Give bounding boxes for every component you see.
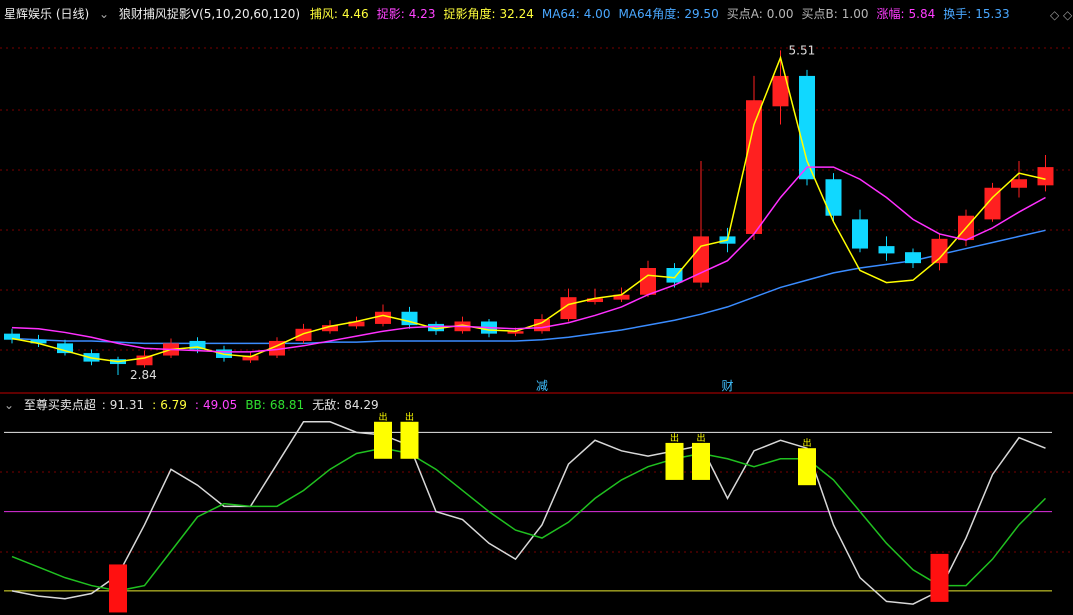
line-series (11, 447, 1047, 592)
candle-body (587, 298, 603, 303)
line-series (11, 229, 1046, 345)
candle-body (30, 339, 47, 344)
candle-body (984, 187, 1001, 220)
candle-body (4, 333, 20, 340)
item-label: 买点B: (801, 7, 838, 21)
item-label: : (101, 398, 106, 412)
box-label: 出 (378, 411, 387, 423)
line-series (11, 55, 1046, 363)
candle-body (746, 100, 762, 234)
item-label: 捕风: (309, 7, 338, 21)
header-bar: 星辉娱乐 (日线) ⌄ 狼财捕风捉影V(5,10,20,60,120) 捕风: 4… (4, 5, 1024, 22)
candle-body (560, 297, 577, 320)
item-value: 0.00 (766, 7, 794, 21)
item-value: 29.50 (684, 7, 719, 21)
item-value: 15.33 (975, 7, 1010, 21)
item-label: 捉影: (376, 7, 405, 21)
item-value: 32.24 (499, 7, 534, 21)
box-label: 出 (802, 437, 811, 449)
candle-body (825, 179, 842, 216)
candle-body (136, 355, 153, 366)
candle-body (57, 343, 73, 354)
item-value: 4.23 (408, 7, 436, 21)
candle-body (401, 311, 418, 326)
box-label: 出 (696, 432, 705, 444)
item-label: 捉影角度: (443, 7, 496, 21)
candle-body (242, 355, 259, 361)
item-label: MA64角度: (618, 7, 681, 21)
sell-box (665, 442, 684, 480)
candle-body (189, 340, 206, 350)
candle-body (878, 246, 895, 254)
candle-body (428, 323, 444, 332)
item-label: BB: (245, 398, 266, 412)
signal-label: 减 (536, 379, 548, 393)
header-items: 捕风: 4.46 捉影: 4.23 捉影角度: 32.24 MA64: 4.00 MA64角度:… (310, 7, 1018, 21)
sub-header-bar: ⌄ 至尊买卖点超 :91.31:6.79:49.05 BB: 68.81 无敌: 84.… (4, 396, 393, 413)
item-label: 换手: (943, 7, 972, 21)
diamond-icon[interactable]: ◇ ◇ (1050, 8, 1073, 22)
item-value: 84.29 (344, 398, 379, 412)
item-value: 49.05 (202, 398, 238, 412)
candle-body (931, 238, 948, 264)
sell-box (798, 448, 816, 486)
item-label: : (194, 398, 199, 412)
indicator-name: 狼财捕风捉影V(5,10,20,60,120) (118, 7, 301, 21)
candle-body (1037, 167, 1054, 186)
sell-box (400, 421, 419, 459)
candle-body (348, 321, 365, 327)
candle-body (799, 75, 815, 180)
high-annotation: 5.51 (789, 43, 816, 57)
box-label: 出 (670, 432, 679, 444)
sell-box (374, 421, 392, 459)
candle-body (666, 268, 683, 283)
candle-body (375, 311, 391, 324)
item-label: 涨幅: (876, 7, 905, 21)
item-value: 4.46 (341, 7, 369, 21)
dropdown-icon[interactable]: ⌄ (4, 398, 15, 412)
buy-box (930, 553, 949, 602)
line-series (11, 166, 1046, 353)
line-series (11, 421, 1046, 605)
item-value: 6.79 (160, 398, 187, 412)
candle-body (772, 75, 789, 107)
box-label: 出 (405, 411, 414, 423)
stock-title: 星辉娱乐 (日线) (4, 7, 90, 21)
candle-body (507, 331, 524, 334)
dropdown-icon[interactable]: ⌄ (99, 7, 110, 21)
candle-body (322, 325, 338, 332)
item-value: 5.84 (908, 7, 936, 21)
item-label: 买点A: (726, 7, 763, 21)
item-value: 1.00 (841, 7, 869, 21)
signal-label: 财 (721, 379, 733, 393)
candle-body (613, 294, 630, 300)
item-label: MA64: (541, 7, 580, 21)
candle-body (640, 268, 656, 295)
item-label: 无敌: (312, 398, 341, 412)
buy-box (109, 564, 127, 613)
sell-box (692, 442, 710, 480)
item-value: 91.31 (109, 398, 145, 412)
candle-body (295, 328, 312, 341)
grid (0, 47, 1073, 553)
sub-items: :91.31:6.79:49.05 BB: 68.81 无敌: 84.29 (102, 398, 387, 412)
sub-title: 至尊买卖点超 (23, 398, 96, 412)
item-value: 4.00 (583, 7, 611, 21)
item-value: 68.81 (269, 398, 305, 412)
candle-body (905, 252, 921, 264)
item-label: : (152, 398, 157, 412)
low-annotation: 2.84 (130, 368, 157, 382)
candle-body (852, 219, 868, 249)
candle-body (1011, 179, 1027, 188)
